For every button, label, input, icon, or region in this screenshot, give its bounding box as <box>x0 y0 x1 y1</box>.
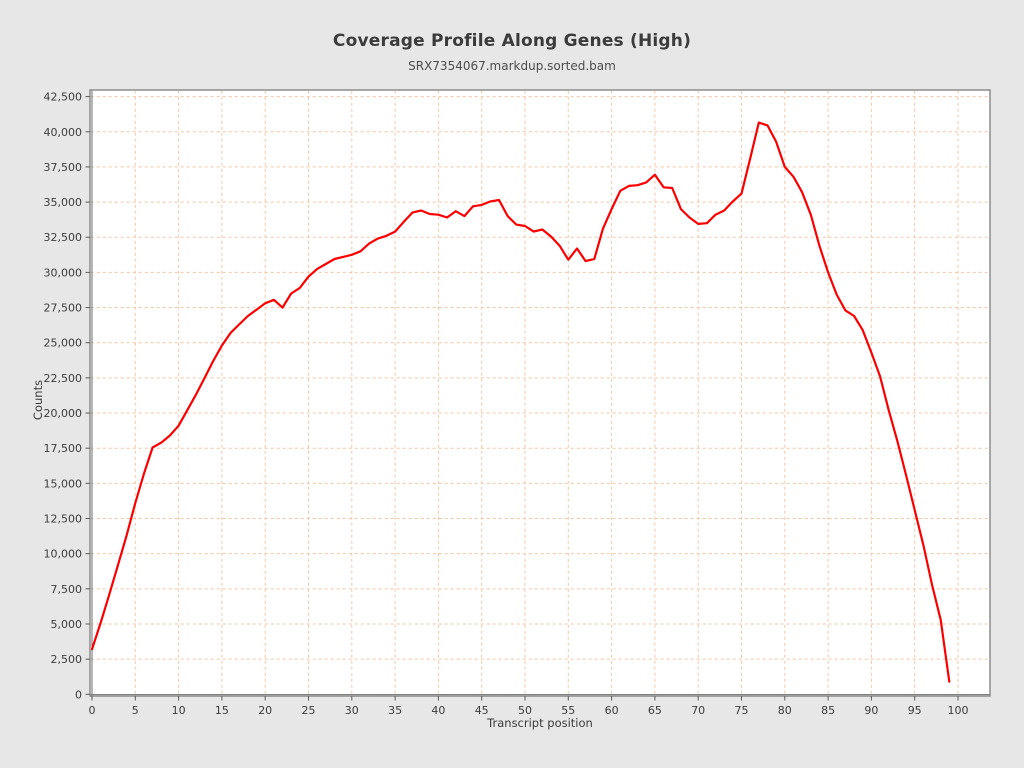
axis-lines <box>90 90 990 696</box>
chart-title: Coverage Profile Along Genes (High) <box>332 31 692 51</box>
svg-text:22,500: 22,500 <box>44 372 83 385</box>
svg-text:50: 50 <box>518 704 532 717</box>
svg-text:25: 25 <box>302 704 316 717</box>
svg-text:80: 80 <box>778 704 792 717</box>
chart-subtitle: SRX7354067.markdup.sorted.bam <box>408 59 616 73</box>
svg-text:20,000: 20,000 <box>44 407 83 420</box>
svg-text:30: 30 <box>345 704 359 717</box>
svg-text:55: 55 <box>561 704 575 717</box>
x-axis-label: Transcript position <box>487 716 593 730</box>
svg-text:10,000: 10,000 <box>44 548 83 561</box>
y-ticks <box>85 96 90 695</box>
svg-text:30,000: 30,000 <box>44 266 83 279</box>
svg-text:20: 20 <box>258 704 272 717</box>
svg-text:5,000: 5,000 <box>51 618 83 631</box>
svg-text:35,000: 35,000 <box>44 196 83 209</box>
svg-text:100: 100 <box>948 704 969 717</box>
svg-text:0: 0 <box>89 704 96 717</box>
svg-text:85: 85 <box>821 704 835 717</box>
svg-text:65: 65 <box>648 704 662 717</box>
svg-text:75: 75 <box>735 704 749 717</box>
svg-text:37,500: 37,500 <box>44 161 83 174</box>
x-gridlines <box>134 90 959 696</box>
svg-text:90: 90 <box>864 704 878 717</box>
svg-text:40,000: 40,000 <box>44 126 83 139</box>
svg-text:27,500: 27,500 <box>44 302 83 315</box>
svg-text:17,500: 17,500 <box>44 442 83 455</box>
x-ticks <box>91 696 959 701</box>
y-tick-labels: 0 2,500 5,000 7,500 10,000 12,500 15,000 17,500… <box>44 91 83 702</box>
svg-text:12,500: 12,500 <box>44 513 83 526</box>
svg-text:40: 40 <box>431 704 445 717</box>
svg-text:35: 35 <box>388 704 402 717</box>
svg-text:25,000: 25,000 <box>44 337 83 350</box>
svg-text:32,500: 32,500 <box>44 231 83 244</box>
svg-text:0: 0 <box>75 688 82 701</box>
svg-text:70: 70 <box>691 704 705 717</box>
svg-text:10: 10 <box>172 704 186 717</box>
svg-text:7,500: 7,500 <box>51 583 83 596</box>
svg-text:45: 45 <box>475 704 489 717</box>
svg-text:15,000: 15,000 <box>44 477 83 490</box>
svg-text:15: 15 <box>215 704 229 717</box>
x-tick-labels: 0 5 10 15 20 25 30 35 40 45 50 55 60 65 70 75 80 85 90 95 10… <box>89 704 969 717</box>
svg-text:2,500: 2,500 <box>51 653 83 666</box>
svg-text:60: 60 <box>605 704 619 717</box>
svg-text:5: 5 <box>132 704 139 717</box>
series-line <box>90 121 951 683</box>
svg-text:95: 95 <box>908 704 922 717</box>
plot-area <box>89 89 991 697</box>
svg-text:42,500: 42,500 <box>44 91 83 104</box>
